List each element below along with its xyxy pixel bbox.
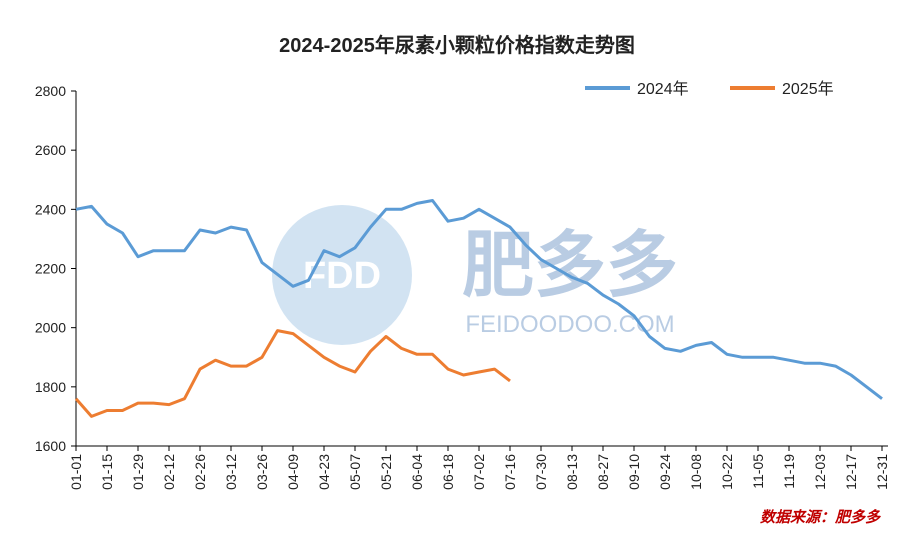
- watermark-logo: FDD: [303, 255, 381, 297]
- y-tick-label: 2400: [35, 201, 66, 217]
- x-tick-label: 09-10: [626, 454, 642, 490]
- x-tick-label: 06-04: [409, 454, 425, 490]
- y-tick-label: 2200: [35, 261, 66, 277]
- x-tick-label: 02-12: [161, 454, 177, 490]
- y-tick-label: 2800: [35, 83, 66, 99]
- y-tick-label: 2600: [35, 142, 66, 158]
- series-line: [74, 329, 511, 418]
- x-tick-label: 05-21: [378, 454, 394, 490]
- x-tick-label: 12-31: [874, 454, 890, 490]
- x-tick-label: 11-19: [781, 454, 797, 489]
- legend-label: 2025年: [782, 80, 834, 98]
- x-tick-label: 12-03: [812, 454, 828, 490]
- x-tick-label: 08-13: [564, 454, 580, 490]
- x-tick-label: 07-02: [471, 454, 487, 490]
- y-tick-label: 1600: [35, 438, 66, 454]
- watermark-logo-circle: [272, 205, 412, 345]
- x-tick-label: 05-07: [347, 454, 363, 490]
- x-tick-label: 06-18: [440, 454, 456, 490]
- x-tick-label: 03-12: [223, 454, 239, 490]
- x-tick-label: 07-30: [533, 454, 549, 490]
- x-tick-label: 08-27: [595, 454, 611, 490]
- series-line: [75, 199, 883, 400]
- y-tick-label: 1800: [35, 379, 66, 395]
- x-tick-label: 03-26: [254, 454, 270, 490]
- legend-label: 2024年: [637, 80, 689, 98]
- x-tick-label: 01-01: [68, 454, 84, 490]
- x-tick-label: 01-29: [130, 454, 146, 490]
- source-note: 数据来源：肥多多: [760, 509, 881, 526]
- x-tick-label: 07-16: [502, 454, 518, 490]
- watermark: FDD 肥多多 FEIDOODOO.COM: [272, 205, 678, 345]
- x-tick-label: 01-15: [99, 454, 115, 490]
- x-tick-label: 04-23: [316, 454, 332, 490]
- x-tick-label: 04-09: [285, 454, 301, 490]
- y-tick-label: 2000: [35, 320, 66, 336]
- x-tick-label: 12-17: [843, 454, 859, 490]
- watermark-name: 肥多多: [462, 226, 678, 306]
- x-tick-label: 10-08: [688, 454, 704, 490]
- chart-title: 2024-2025年尿素小颗粒价格指数走势图: [279, 33, 635, 57]
- watermark-url: FEIDOODOO.COM: [465, 311, 674, 338]
- x-tick-label: 02-26: [192, 454, 208, 490]
- x-tick-label: 09-24: [657, 454, 673, 490]
- x-tick-label: 10-22: [719, 454, 735, 490]
- x-tick-label: 11-05: [750, 454, 766, 489]
